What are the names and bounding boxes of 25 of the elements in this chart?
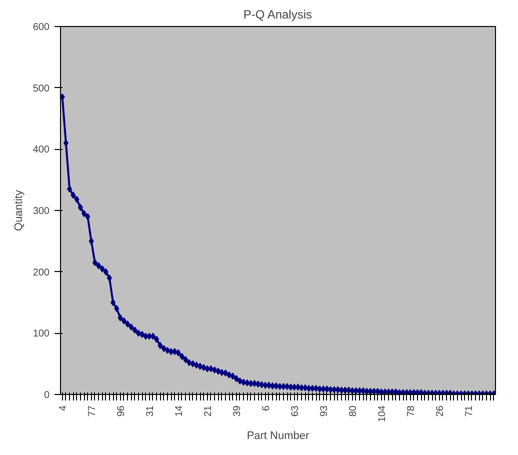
x-tick-label: 26 [434,405,446,417]
chart-title: P-Q Analysis [243,8,312,22]
x-tick-label: 80 [348,405,359,417]
y-tick-label: 200 [32,267,50,278]
x-tick-label: 39 [232,405,243,417]
x-axis-title: Part Number [246,430,310,442]
y-tick-label: 500 [32,83,50,94]
x-tick-label: 104 [376,405,388,422]
y-tick-label: 400 [32,144,50,156]
x-tick-label: 6 [260,405,272,412]
x-tick-label: 93 [318,405,330,417]
x-tick-label: 4 [58,405,69,412]
x-tick-label: 21 [202,405,214,417]
x-tick-label: 71 [464,405,475,417]
y-tick-label: 100 [32,328,50,340]
x-tick-label: 31 [144,405,156,417]
x-tick-label: 96 [116,405,127,417]
y-tick-label: 300 [32,206,50,217]
x-tick-label: 14 [174,405,185,417]
x-tick-label: 77 [86,405,98,417]
y-tick-label: 0 [44,390,50,401]
y-tick-label: 600 [32,22,50,33]
x-tick-label: 78 [406,405,417,417]
x-tick-label: 63 [290,405,301,417]
y-axis-title: Quantity [12,190,25,231]
